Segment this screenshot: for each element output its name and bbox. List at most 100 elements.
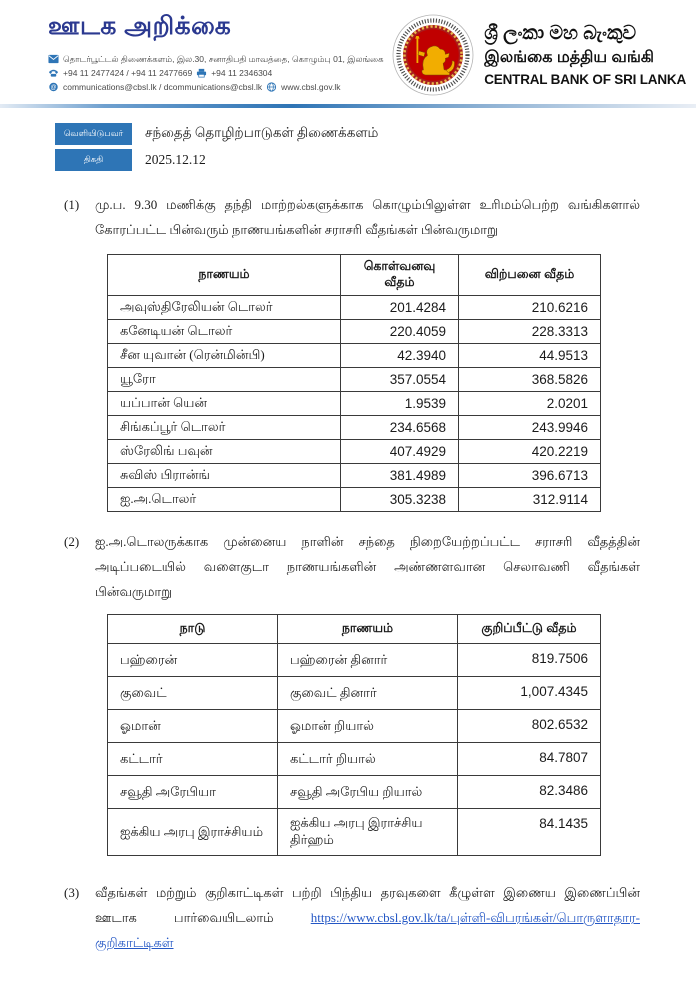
- value-cell: 396.6713: [458, 463, 601, 488]
- value-cell: 420.2219: [458, 439, 601, 464]
- column-header: கொள்வனவு வீதம்: [340, 254, 459, 296]
- at-circle-icon: @: [49, 82, 58, 92]
- telephone-icon: [48, 69, 59, 77]
- printer-icon: [197, 68, 207, 78]
- paragraph-3-body: வீதங்கள் மற்றும் குறிகாட்டிகள் பற்றி பிந…: [95, 885, 640, 925]
- value-cell: சவூதி அரேபிய றியால்: [277, 775, 458, 809]
- issued-by-label: வெளியிடுபவர்: [55, 123, 132, 145]
- header-divider-line: [0, 104, 696, 108]
- value-cell: பஹ்ரைன் தினார்: [277, 643, 458, 677]
- fax-number: +94 11 2346304: [211, 68, 273, 78]
- row-label-cell: யூரோ: [107, 367, 341, 392]
- value-cell: 1.9539: [340, 391, 459, 416]
- paragraph-1-number: (1): [64, 197, 80, 212]
- row-label-cell: ஐக்கிய அரபு இராச்சியம்: [107, 808, 278, 856]
- paragraph-2-text: ஐ.அ.டொலருக்காக முன்னைய நாளின் சந்தை நிறை…: [95, 534, 640, 599]
- column-header: நாணயம்: [107, 254, 341, 296]
- exchange-rates-table: நாணயம் கொள்வனவு வீதம் விற்பனை வீதம் அவுஸ்த…: [107, 254, 601, 512]
- table-row: பஹ்ரைன் பஹ்ரைன் தினார் 819.7506: [107, 643, 601, 677]
- statistics-link[interactable]: https://www.cbsl.gov.lk/ta/புள்ளி-விபரங்…: [95, 910, 640, 950]
- table-row: அவுஸ்திரேலியன் டொலர் 201.4284 210.6216: [107, 295, 601, 320]
- date-row: திகதி 2025.12.12: [55, 149, 696, 171]
- row-label-cell: சீன யுவான் (ரென்மின்பி): [107, 343, 341, 368]
- bank-name-sinhala: ශ්‍රී ලංකා මහ බැංකුව: [484, 22, 637, 44]
- table-row: சீன யுவான் (ரென்மின்பி) 42.3940 44.9513: [107, 343, 601, 368]
- email-addresses: communications@cbsl.lk / dcommunications…: [63, 82, 263, 92]
- row-label-cell: ஓமான்: [107, 709, 278, 743]
- value-cell: 84.7807: [457, 742, 601, 776]
- press-contact-block: ஊடக அறிக்கை தொடர்பூட்டல் திணைக்களம், இல.…: [48, 12, 384, 94]
- email-web-line: @ communications@cbsl.lk / dcommunicatio…: [48, 80, 384, 94]
- value-cell: 201.4284: [340, 295, 459, 320]
- table-row: ஸ்ரேலிங் பவுன் 407.4929 420.2219: [107, 439, 601, 464]
- globe-icon: [267, 82, 277, 92]
- row-label-cell: பஹ்ரைன்: [107, 643, 278, 677]
- value-cell: 368.5826: [458, 367, 601, 392]
- bank-name-tamil: இலங்கை மத்திய வங்கி: [484, 48, 654, 66]
- value-cell: 819.7506: [457, 643, 601, 677]
- bank-name-english: CENTRAL BANK OF SRI LANKA: [484, 71, 686, 87]
- value-cell: 2.0201: [458, 391, 601, 416]
- value-cell: 44.9513: [458, 343, 601, 368]
- table-row: ஐ.அ.டொலர் 305.3238 312.9114: [107, 487, 601, 512]
- value-cell: 42.3940: [340, 343, 459, 368]
- cbsl-lion-seal-logo: [392, 14, 474, 96]
- address-line: தொடர்பூட்டல் திணைக்களம், இல.30, சனாதிபதி…: [48, 52, 384, 66]
- press-release-title: ஊடக அறிக்கை: [48, 12, 232, 40]
- bank-names: ශ්‍රී ලංකා මහ බැංකුව இலங்கை மத்திய வங்கி…: [484, 21, 686, 90]
- paragraph-1: (1) மு.ப. 9.30 மணிக்கு தந்தி மாற்றல்களுக…: [64, 192, 640, 242]
- issued-by-row: வெளியிடுபவர் சந்தைத் தொழிற்பாடுகள் திணைக…: [55, 123, 696, 145]
- paragraph-3-number: (3): [64, 885, 80, 900]
- envelope-icon: [48, 54, 59, 64]
- exchange-table-header-row: நாணயம் கொள்வனவு வீதம் விற்பனை வீதம்: [107, 254, 601, 296]
- row-label-cell: சிங்கப்பூர் டொலர்: [107, 415, 341, 440]
- value-cell: 234.6568: [340, 415, 459, 440]
- column-header: நாடு: [107, 614, 278, 644]
- paragraph-2-number: (2): [64, 534, 80, 549]
- table-row: சவூதி அரேபியா சவூதி அரேபிய றியால் 82.3486: [107, 775, 601, 809]
- row-label-cell: கனேடியன் டொலர்: [107, 319, 341, 344]
- column-header: குறிப்பீட்டு வீதம்: [457, 614, 601, 644]
- row-label-cell: அவுஸ்திரேலியன் டொலர்: [107, 295, 341, 320]
- bank-identity-block: ශ්‍රී ලංකා මහ බැංකුව இலங்கை மத்திய வங்கி…: [391, 12, 688, 98]
- row-label-cell: சுவிஸ் பிரான்ங்: [107, 463, 341, 488]
- row-label-cell: குவைட்: [107, 676, 278, 710]
- address-text: தொடர்பூட்டல் திணைக்களம், இல.30, சனாதிபதி…: [63, 54, 384, 64]
- value-cell: 357.0554: [340, 367, 459, 392]
- row-label-cell: ஐ.அ.டொலர்: [107, 487, 341, 512]
- paragraph-1-text: மு.ப. 9.30 மணிக்கு தந்தி மாற்றல்களுக்காக…: [95, 197, 640, 237]
- table-row: ஓமான் ஓமான் றியால் 802.6532: [107, 709, 601, 743]
- value-cell: குவைட் தினார்: [277, 676, 458, 710]
- row-label-cell: சவூதி அரேபியா: [107, 775, 278, 809]
- gulf-currency-table: நாடு நாணயம் குறிப்பீட்டு வீதம் பஹ்ரைன் பஹ்ர…: [107, 614, 601, 856]
- value-cell: 228.3313: [458, 319, 601, 344]
- date-label: திகதி: [55, 149, 132, 171]
- table-row: குவைட் குவைட் தினார் 1,007.4345: [107, 676, 601, 710]
- value-cell: 802.6532: [457, 709, 601, 743]
- row-label-cell: ஸ்ரேலிங் பவுன்: [107, 439, 341, 464]
- date-value: 2025.12.12: [145, 152, 206, 167]
- paragraph-2: (2) ஐ.அ.டொலருக்காக முன்னைய நாளின் சந்தை …: [64, 529, 640, 604]
- svg-text:@: @: [50, 85, 56, 91]
- masthead: ஊடக அறிக்கை தொடர்பூட்டல் திணைக்களம், இல.…: [0, 0, 696, 98]
- phone-fax-line: +94 11 2477424 / +94 11 2477669 +94 11 2…: [48, 66, 384, 80]
- value-cell: 243.9946: [458, 415, 601, 440]
- paragraph-3: (3) வீதங்கள் மற்றும் குறிகாட்டிகள் பற்றி…: [64, 880, 640, 955]
- value-cell: கட்டார் றியால்: [277, 742, 458, 776]
- value-cell: ஓமான் றியால்: [277, 709, 458, 743]
- table-row: கனேடியன் டொலர் 220.4059 228.3313: [107, 319, 601, 344]
- value-cell: 312.9114: [458, 487, 601, 512]
- value-cell: 220.4059: [340, 319, 459, 344]
- paragraph-3-text: வீதங்கள் மற்றும் குறிகாட்டிகள் பற்றி பிந…: [95, 880, 640, 955]
- table-row: யப்பான் யென் 1.9539 2.0201: [107, 391, 601, 416]
- website-url: www.cbsl.gov.lk: [281, 82, 341, 92]
- table-row: சுவிஸ் பிரான்ங் 381.4989 396.6713: [107, 463, 601, 488]
- table-row: ஐக்கிய அரபு இராச்சியம் ஐக்கிய அரபு இராச்ச…: [107, 808, 601, 856]
- column-header: நாணயம்: [277, 614, 458, 644]
- column-header: விற்பனை வீதம்: [458, 254, 601, 296]
- value-cell: 1,007.4345: [457, 676, 601, 710]
- value-cell: 407.4929: [340, 439, 459, 464]
- value-cell: ஐக்கிய அரபு இராச்சிய திர்ஹம்: [277, 808, 458, 856]
- table-row: கட்டார் கட்டார் றியால் 84.7807: [107, 742, 601, 776]
